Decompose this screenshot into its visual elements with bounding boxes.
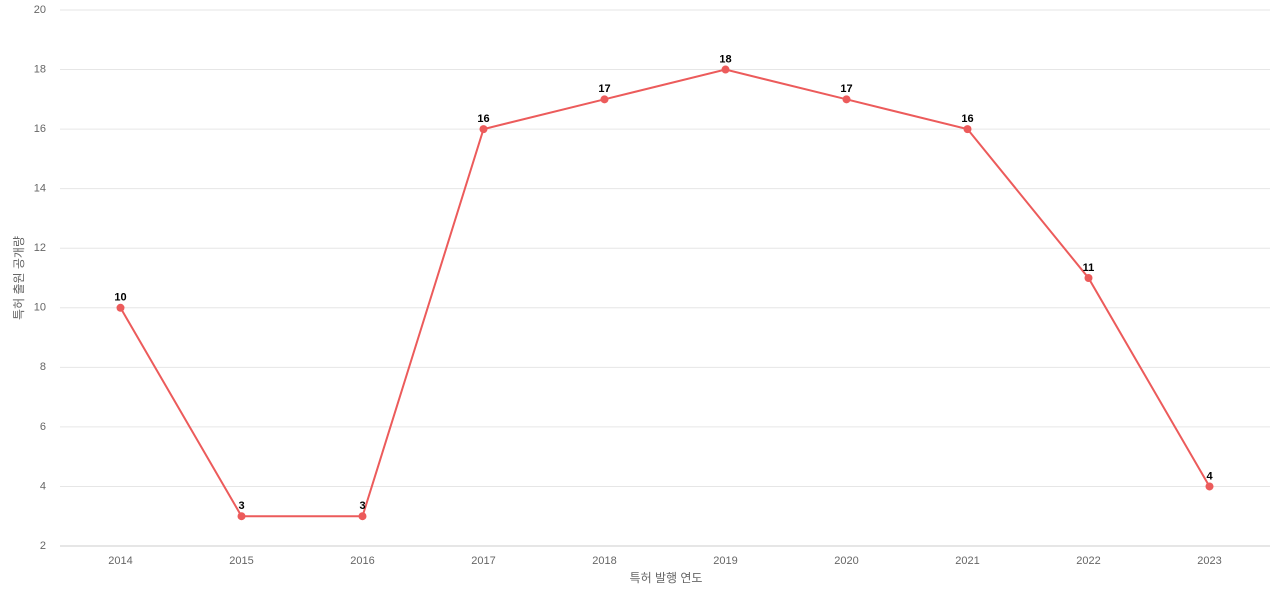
y-tick-label: 4 [40, 480, 46, 492]
point [842, 95, 851, 104]
point [116, 303, 125, 312]
point [1205, 482, 1214, 491]
value-label: 3 [238, 500, 244, 512]
point [237, 512, 246, 521]
y-tick-label: 20 [34, 4, 46, 16]
y-tick-label: 18 [34, 63, 46, 75]
x-tick-label: 2015 [229, 555, 253, 567]
line [119, 68, 1211, 518]
point [1084, 274, 1093, 282]
y-tick-label: 2 [40, 540, 46, 552]
x-tick-label: 2016 [350, 555, 374, 567]
y-tick-label: 10 [34, 302, 46, 314]
value-label: 11 [1083, 262, 1095, 274]
value-label: 3 [359, 500, 365, 512]
x-tick-label: 2021 [955, 555, 979, 567]
point [479, 125, 488, 134]
y-tick-label: 14 [34, 183, 46, 195]
x-tick-label: 2017 [471, 555, 495, 567]
y-tick-label: 16 [34, 123, 46, 135]
value-label: 18 [719, 53, 731, 65]
value-label: 17 [598, 83, 610, 95]
point [721, 65, 730, 74]
y-axis-label: 특허 출원 공개량 [12, 236, 26, 320]
point [963, 125, 972, 134]
value-label: 16 [961, 113, 973, 125]
x-tick-label: 2019 [713, 555, 737, 567]
value-label: 10 [114, 292, 126, 304]
value-label: 16 [477, 113, 489, 125]
y-tick-label: 12 [34, 242, 46, 254]
value-label: 17 [840, 83, 852, 95]
y-tick-label: 8 [40, 361, 46, 373]
x-tick-label: 2014 [108, 555, 132, 567]
x-tick-label: 2018 [592, 555, 616, 567]
point [600, 95, 609, 104]
value-label: 4 [1206, 470, 1213, 482]
x-tick-label: 2020 [834, 555, 858, 567]
y-tick-label: 6 [40, 421, 46, 433]
point [358, 512, 367, 521]
x-axis-label: 특허 발행 연도 [630, 570, 703, 585]
x-tick-label: 2022 [1076, 555, 1100, 567]
x-tick-label: 2023 [1197, 555, 1221, 567]
